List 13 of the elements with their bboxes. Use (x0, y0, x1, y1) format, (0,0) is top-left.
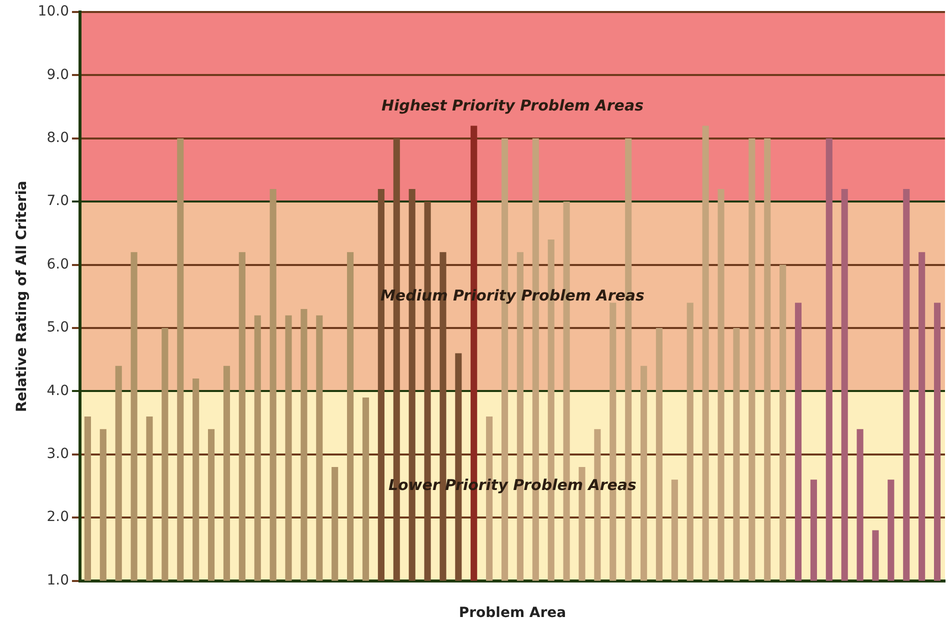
y-axis-title: Relative Rating of All Criteria (14, 180, 30, 412)
x-axis-title: Problem Area (458, 605, 566, 622)
y-tick-label: 5.0 (46, 320, 69, 336)
y-tick-label: 4.0 (46, 382, 69, 399)
y-tick-label: 9.0 (46, 66, 69, 83)
y-tick-label: 2.0 (46, 509, 69, 526)
band-label: Highest Priority Problem Areas (381, 96, 644, 115)
y-tick-label: 1.0 (46, 572, 69, 588)
y-tick-label: 7.0 (46, 193, 69, 210)
y-tick-label: 8.0 (46, 130, 69, 146)
y-tick-label: 3.0 (46, 446, 69, 462)
y-tick-label: 6.0 (46, 256, 69, 272)
y-tick-label: 10.0 (38, 4, 69, 20)
